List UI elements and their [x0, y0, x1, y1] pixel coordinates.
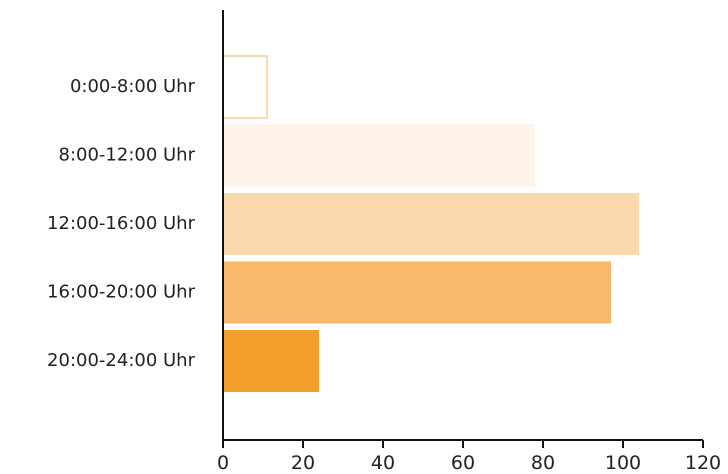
category-label-4: 20:00-24:00 Uhr [47, 350, 196, 371]
bar-2 [223, 193, 639, 255]
x-tick-label-0: 0 [217, 452, 229, 474]
x-tick-label-5: 100 [605, 452, 641, 474]
category-label-1: 8:00-12:00 Uhr [59, 145, 196, 166]
category-labels: 0:00-8:00 Uhr 8:00-12:00 Uhr 12:00-16:00 U… [47, 76, 196, 371]
x-tick-label-6: 120 [685, 452, 721, 474]
bar-4 [223, 330, 319, 392]
x-tick-label-2: 40 [371, 452, 395, 474]
x-tick-label-3: 60 [451, 452, 475, 474]
bar-1 [223, 124, 535, 187]
bar-3 [223, 261, 611, 324]
x-tick-label-1: 20 [291, 452, 315, 474]
x-tick-label-4: 80 [531, 452, 555, 474]
category-label-2: 12:00-16:00 Uhr [47, 213, 196, 234]
category-label-0: 0:00-8:00 Uhr [70, 76, 196, 97]
bar-0 [222, 55, 268, 119]
x-ticks: 0 20 40 60 80 100 120 [217, 440, 721, 474]
bars-group [222, 55, 639, 392]
category-label-3: 16:00-20:00 Uhr [47, 282, 196, 303]
